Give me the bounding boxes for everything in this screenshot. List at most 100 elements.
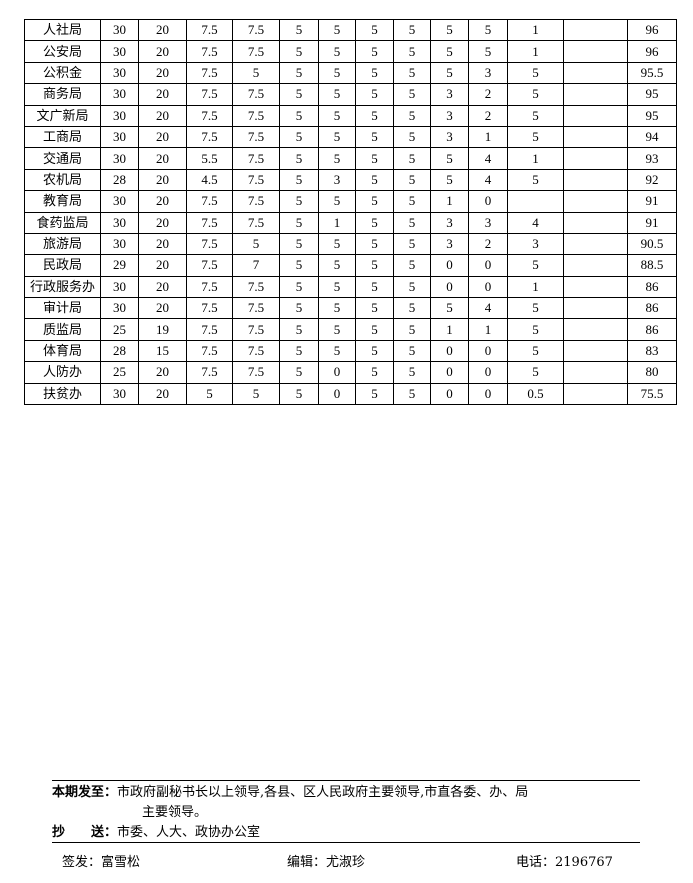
score-cell: 30 [100, 104, 139, 127]
score-cell: 30 [100, 232, 139, 256]
department-name: 商务局 [24, 83, 101, 106]
score-cell: 88.5 [627, 254, 677, 277]
distribution-text: 市政府副秘书长以上领导,各县、区人民政府主要领导,市直各委、办、局 [117, 785, 529, 800]
score-cell: 5 [507, 361, 564, 384]
score-cell: 5 [232, 61, 280, 85]
score-cell: 20 [138, 147, 187, 170]
score-cell: 5 [355, 318, 394, 341]
score-cell: 5 [507, 339, 564, 363]
score-cell: 7.5 [186, 40, 233, 63]
score-cell: 5 [279, 18, 319, 42]
score-cell: 5 [318, 104, 356, 127]
score-cell: 91 [627, 211, 677, 234]
score-cell: 86 [627, 275, 677, 299]
score-cell: 7.5 [186, 83, 233, 106]
score-cell: 95 [627, 83, 677, 106]
score-cell: 30 [100, 275, 139, 299]
department-name: 公积金 [24, 61, 101, 85]
score-cell: 5 [318, 318, 356, 341]
department-name: 体育局 [24, 339, 101, 363]
score-cell [563, 61, 628, 85]
department-name: 交通局 [24, 147, 101, 170]
score-cell: 7.5 [232, 339, 280, 363]
score-cell: 20 [138, 211, 187, 234]
table-row: 商务局 30 20 7.5 7.5 5 5 5 5 3 2 5 95 [24, 83, 677, 106]
score-cell: 5 [355, 147, 394, 170]
score-cell: 1 [430, 318, 469, 341]
score-cell: 5 [279, 211, 319, 234]
score-cell: 5 [430, 168, 469, 192]
score-cell: 25 [100, 318, 139, 341]
score-cell: 5 [355, 232, 394, 256]
score-cell: 7.5 [186, 125, 233, 149]
score-cell [563, 147, 628, 170]
department-name: 农机局 [24, 168, 101, 192]
score-cell: 5 [507, 61, 564, 85]
score-cell: 30 [100, 190, 139, 213]
distribution-line: 本期发至：市政府副秘书长以上领导,各县、区人民政府主要领导,市直各委、办、局 [52, 781, 640, 800]
score-cell: 5 [355, 339, 394, 363]
score-cell: 0 [468, 382, 508, 406]
score-cell: 7.5 [232, 318, 280, 341]
score-cell: 0 [318, 361, 356, 384]
score-cell [563, 318, 628, 341]
score-cell: 5 [279, 83, 319, 106]
table-row: 行政服务办 30 20 7.5 7.5 5 5 5 5 0 0 1 86 [24, 275, 677, 299]
score-cell: 5 [430, 147, 469, 170]
score-cell: 5 [507, 125, 564, 149]
table-row: 旅游局 30 20 7.5 5 5 5 5 5 3 2 3 90.5 [24, 232, 677, 256]
department-name: 旅游局 [24, 232, 101, 256]
score-cell: 20 [138, 232, 187, 256]
issuer: 签发：富雪松 [62, 855, 141, 870]
score-cell: 3 [507, 232, 564, 256]
score-cell: 0 [468, 190, 508, 213]
score-cell: 5 [318, 147, 356, 170]
score-cell: 5 [430, 61, 469, 85]
score-cell: 5 [355, 18, 394, 42]
score-cell: 0 [430, 339, 469, 363]
score-cell: 5.5 [186, 147, 233, 170]
score-cell: 80 [627, 361, 677, 384]
score-cell: 5 [355, 361, 394, 384]
score-cell: 7.5 [186, 61, 233, 85]
table-row: 文广新局 30 20 7.5 7.5 5 5 5 5 3 2 5 95 [24, 104, 677, 127]
score-cell: 20 [138, 125, 187, 149]
score-cell: 0 [430, 275, 469, 299]
score-cell [563, 104, 628, 127]
score-cell: 5 [279, 339, 319, 363]
score-cell: 5 [318, 275, 356, 299]
score-cell: 28 [100, 339, 139, 363]
score-cell: 2 [468, 104, 508, 127]
footer-top-rule [52, 780, 640, 781]
score-cell: 5 [507, 83, 564, 106]
score-cell: 30 [100, 18, 139, 42]
score-cell: 1 [507, 275, 564, 299]
score-cell: 5 [393, 18, 431, 42]
score-cell: 30 [100, 125, 139, 149]
score-cell: 30 [100, 382, 139, 406]
score-cell: 5 [355, 83, 394, 106]
score-cell: 5 [393, 104, 431, 127]
table-row: 体育局 28 15 7.5 7.5 5 5 5 5 0 0 5 83 [24, 339, 677, 363]
score-cell: 5 [393, 211, 431, 234]
score-cell: 5 [318, 254, 356, 277]
score-cell: 5 [279, 104, 319, 127]
score-cell: 5 [393, 147, 431, 170]
score-cell: 5 [468, 40, 508, 63]
score-cell: 1 [468, 125, 508, 149]
score-cell: 0 [430, 254, 469, 277]
table-row: 农机局 28 20 4.5 7.5 5 3 5 5 5 4 5 92 [24, 168, 677, 192]
score-cell: 7.5 [232, 125, 280, 149]
score-cell: 0 [468, 339, 508, 363]
score-cell: 96 [627, 40, 677, 63]
score-cell: 95 [627, 104, 677, 127]
score-cell: 5 [393, 254, 431, 277]
score-cell: 96 [627, 18, 677, 42]
score-cell: 30 [100, 211, 139, 234]
score-cell: 7.5 [186, 254, 233, 277]
score-cell: 0.5 [507, 382, 564, 406]
score-cell: 20 [138, 382, 187, 406]
score-cell: 5 [318, 61, 356, 85]
score-cell: 3 [430, 125, 469, 149]
score-cell: 5 [393, 190, 431, 213]
